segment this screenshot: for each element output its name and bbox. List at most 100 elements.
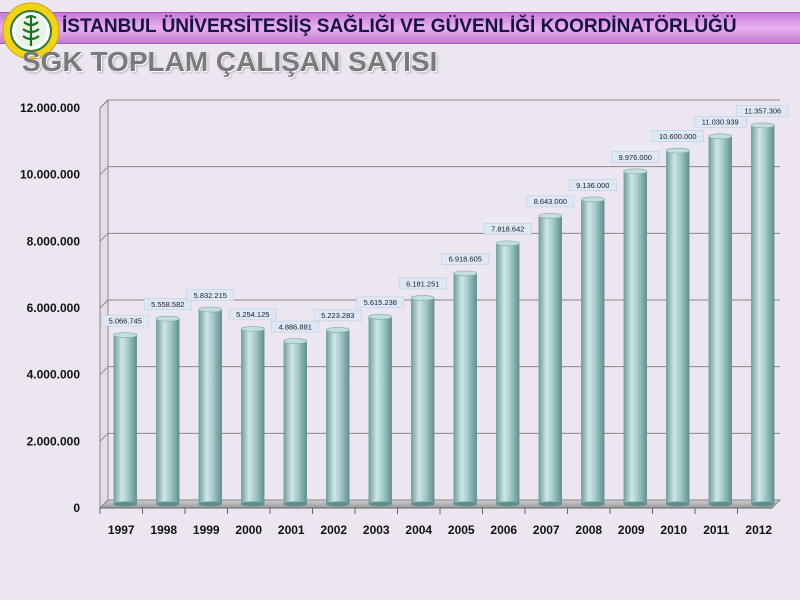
- data-label-box: [313, 309, 362, 322]
- bar-base: [411, 501, 435, 507]
- data-label-text: 5.223.283: [321, 311, 354, 320]
- data-label-box: [736, 105, 789, 117]
- bar-body: [666, 150, 690, 504]
- data-label: 11.357.306: [736, 105, 789, 117]
- bar-top: [198, 306, 223, 313]
- x-tick-label: 2010: [660, 523, 687, 537]
- gridline-depth: [99, 232, 109, 242]
- bar-base: [326, 501, 350, 507]
- data-label-text: 9.136.000: [576, 181, 609, 190]
- bar-top: [495, 240, 520, 247]
- data-label-box: [101, 314, 150, 327]
- bar-top: [368, 314, 393, 320]
- bar: [453, 270, 478, 507]
- bar: [665, 147, 690, 507]
- bar: [283, 338, 308, 507]
- data-label-box: [398, 277, 447, 290]
- x-tick-label: 2004: [405, 523, 432, 537]
- data-label: 5.066.745: [101, 314, 150, 327]
- data-label: 4.886.881: [271, 320, 320, 333]
- data-label-text: 8.643.000: [534, 197, 567, 206]
- data-label-box: [611, 151, 660, 163]
- bar-base: [538, 501, 562, 507]
- data-label: 5.558.582: [143, 298, 192, 310]
- bar-top: [708, 133, 733, 140]
- x-tick-label: 2011: [703, 523, 729, 537]
- bar-base: [623, 501, 647, 507]
- data-label: 6.181.251: [398, 277, 447, 290]
- bar-base: [283, 501, 307, 507]
- data-label-text: 5.066.745: [109, 316, 142, 325]
- x-tick-label: 2005: [448, 523, 475, 537]
- bar-body: [708, 136, 732, 504]
- y-tick-label: 12.000.000: [20, 101, 80, 115]
- data-label: 5.254.125: [228, 308, 277, 321]
- data-label-text: 4.886.881: [279, 322, 312, 331]
- x-tick-label: 2012: [745, 523, 772, 537]
- bar-base: [241, 501, 265, 507]
- data-label-box: [526, 195, 575, 208]
- bar-top: [750, 122, 775, 129]
- bar: [750, 122, 775, 507]
- data-label-text: 5.832.215: [194, 291, 227, 300]
- y-tick-label: 6.000.000: [27, 301, 81, 315]
- data-label-box: [651, 130, 704, 142]
- data-label-text: 10.600.000: [659, 132, 697, 141]
- bar-top: [240, 326, 265, 332]
- data-label-text: 11.030.939: [702, 118, 739, 127]
- bar-top: [325, 327, 350, 333]
- bar-base: [751, 501, 775, 507]
- data-label: 11.030.939: [694, 116, 747, 128]
- data-label: 8.643.000: [526, 195, 575, 208]
- gridline-depth: [99, 99, 109, 109]
- bar-body: [241, 328, 265, 504]
- data-label-text: 5.254.125: [236, 310, 269, 319]
- bar-body: [453, 273, 477, 504]
- y-tick-label: 0: [73, 501, 80, 515]
- bar-body: [326, 329, 350, 504]
- x-tick-label: 2002: [320, 523, 347, 537]
- bar-body: [156, 318, 180, 504]
- data-label-text: 5.615.238: [364, 298, 397, 307]
- data-label-text: 7.818.642: [491, 225, 524, 234]
- bar-base: [453, 501, 477, 507]
- bar-top: [665, 147, 690, 154]
- data-label: 5.615.238: [356, 296, 405, 309]
- header-banner: İSTANBUL ÜNİVERSİTESİİŞ SAĞLIĞI VE GÜVEN…: [0, 12, 800, 44]
- bar-base: [581, 501, 605, 507]
- bar-body: [581, 199, 605, 504]
- bar-base: [156, 501, 180, 507]
- gridline-depth: [99, 499, 109, 509]
- bar: [580, 196, 605, 507]
- bar-body: [751, 125, 775, 505]
- data-label-text: 9.976.000: [619, 153, 652, 162]
- bar: [623, 168, 648, 507]
- bar-top: [453, 270, 478, 277]
- data-label: 9.976.000: [611, 151, 660, 163]
- data-label-box: [694, 116, 747, 128]
- x-tick-label: 1997: [108, 523, 135, 537]
- bar: [368, 314, 393, 507]
- bar-base: [368, 501, 392, 507]
- bar: [240, 326, 265, 507]
- data-label-box: [186, 289, 235, 301]
- data-label-text: 6.181.251: [406, 279, 439, 288]
- bar: [708, 133, 733, 507]
- data-label-box: [271, 320, 320, 333]
- y-tick-label: 2.000.000: [27, 434, 81, 448]
- data-label: 5.832.215: [186, 289, 235, 301]
- data-label: 5.223.283: [313, 309, 362, 322]
- bar-body: [538, 215, 562, 504]
- bar-top: [155, 315, 180, 322]
- bar-base: [113, 501, 137, 507]
- bar-top: [410, 295, 435, 301]
- x-tick-label: 2008: [575, 523, 602, 537]
- gridline-depth: [99, 366, 109, 376]
- bar-base: [496, 501, 520, 507]
- x-tick-label: 2003: [363, 523, 390, 537]
- gridline-depth: [99, 299, 109, 309]
- x-tick-label: 2006: [490, 523, 517, 537]
- bar-base: [666, 501, 690, 507]
- bar-base: [198, 501, 222, 507]
- bar-body: [113, 335, 137, 504]
